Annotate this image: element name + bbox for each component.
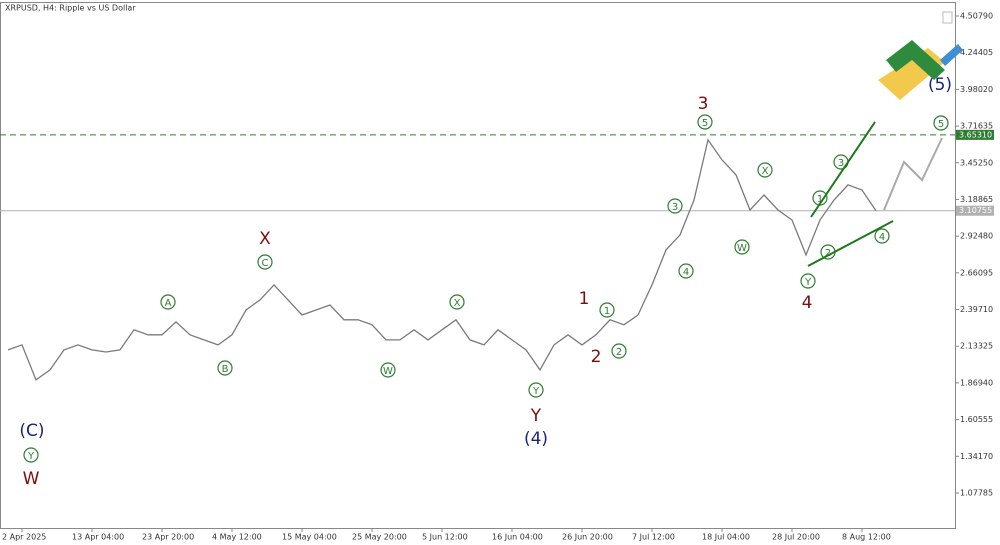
wave-circle xyxy=(160,294,176,310)
wave-label: (4) xyxy=(524,429,548,449)
x-tick-label: 18 Jul 04:00 xyxy=(702,533,750,542)
x-tick-label: 15 May 04:00 xyxy=(282,533,337,542)
wave-circle xyxy=(611,343,627,359)
wave-circle xyxy=(23,447,39,463)
wave-label: 2 xyxy=(616,347,622,358)
wave-label: Y xyxy=(27,451,35,462)
wave-label: 1 xyxy=(817,194,823,205)
wave-label: 4 xyxy=(683,267,689,278)
trend-line xyxy=(807,220,894,267)
y-tick-label: 3.98020 xyxy=(960,85,993,94)
y-tick-label: 1.34170 xyxy=(960,452,993,461)
wave-label: X xyxy=(454,298,461,309)
y-tick-label: 3.45250 xyxy=(960,158,993,167)
x-tick-label: 5 Jun 12:00 xyxy=(422,533,468,542)
wave-circle xyxy=(380,362,396,378)
wave-label: 3 xyxy=(838,158,844,169)
wave-label: (C) xyxy=(19,421,44,441)
wave-label: 2 xyxy=(825,248,831,259)
wave-label: Y xyxy=(530,406,542,426)
wave-label: X xyxy=(762,166,769,177)
wave-label: (5) xyxy=(928,75,952,95)
wave-label: 4 xyxy=(802,293,813,313)
wave-label: Y xyxy=(532,386,540,397)
wave-circle xyxy=(449,294,465,310)
level-label: 3.10755 xyxy=(959,206,992,215)
wave-circle xyxy=(734,239,750,255)
y-tick-label: 2.39710 xyxy=(960,305,993,314)
wave-label: W xyxy=(737,243,747,254)
level-label-box xyxy=(956,205,994,216)
level-label: 3.65310 xyxy=(959,130,992,139)
level-label-box xyxy=(956,129,994,140)
wave-label: 3 xyxy=(672,202,678,213)
wave-label: A xyxy=(165,298,172,309)
wave-circle xyxy=(528,382,544,398)
y-tick-label: 3.18865 xyxy=(960,195,993,204)
wave-circle xyxy=(678,263,694,279)
wave-circle xyxy=(217,360,233,376)
wave-label: W xyxy=(23,469,40,489)
wave-label: 5 xyxy=(938,119,944,130)
y-tick-label: 4.50790 xyxy=(960,12,993,21)
x-tick-label: 13 Apr 04:00 xyxy=(72,533,124,542)
wave-circle xyxy=(599,302,615,318)
wave-circle xyxy=(667,198,683,214)
x-tick-label: 4 May 12:00 xyxy=(212,533,262,542)
y-tick-label: 4.24405 xyxy=(960,48,993,57)
x-tick-label: 25 May 20:00 xyxy=(352,533,407,542)
y-tick-label: 2.92480 xyxy=(960,232,993,241)
projection xyxy=(883,137,943,211)
wave-circle xyxy=(800,273,816,289)
y-tick-label: 1.86940 xyxy=(960,378,993,387)
wave-label: 3 xyxy=(698,94,709,114)
y-tick-label: 3.71635 xyxy=(960,122,993,131)
x-tick-label: 8 Aug 12:00 xyxy=(842,533,891,542)
x-tick-label: 23 Apr 20:00 xyxy=(142,533,194,542)
trend-line xyxy=(810,121,876,218)
logo xyxy=(878,40,963,100)
x-tick-label: 7 Jul 12:00 xyxy=(632,533,675,542)
y-tick-label: 2.13325 xyxy=(960,342,993,351)
price-line xyxy=(7,138,877,381)
wave-label: W xyxy=(383,366,393,377)
chart-title: XRPUSD, H4: Ripple vs US Dollar xyxy=(5,4,136,13)
x-tick-label: 26 Jun 20:00 xyxy=(562,533,613,542)
x-tick-label: 16 Jun 04:00 xyxy=(492,533,543,542)
wave-label: X xyxy=(259,229,271,249)
wave-label: C xyxy=(262,258,269,269)
wave-circle xyxy=(874,228,890,244)
y-tick-label: 1.07785 xyxy=(960,488,993,497)
y-tick-label: 1.60555 xyxy=(960,415,993,424)
wave-circle xyxy=(697,114,713,130)
icon xyxy=(942,11,953,24)
wave-circle xyxy=(257,254,273,270)
x-tick-label: 2 Apr 2025 xyxy=(2,533,46,542)
wave-label: 5 xyxy=(702,118,708,129)
wave-circle xyxy=(757,162,773,178)
wave-label: Y xyxy=(804,277,812,288)
x-tick-label: 28 Jul 20:00 xyxy=(772,533,820,542)
plot-frame xyxy=(0,2,956,529)
wave-circle xyxy=(933,115,949,131)
wave-label: 4 xyxy=(879,232,885,243)
wave-label: 1 xyxy=(604,306,610,317)
wave-label: 1 xyxy=(579,289,590,309)
wave-label: 2 xyxy=(591,347,602,367)
y-tick-label: 2.66095 xyxy=(960,268,993,277)
wave-label: B xyxy=(222,364,229,375)
plot: 4.50790 4.24405 3.98020 3.71635 3.45250 3.188… xyxy=(0,12,994,542)
